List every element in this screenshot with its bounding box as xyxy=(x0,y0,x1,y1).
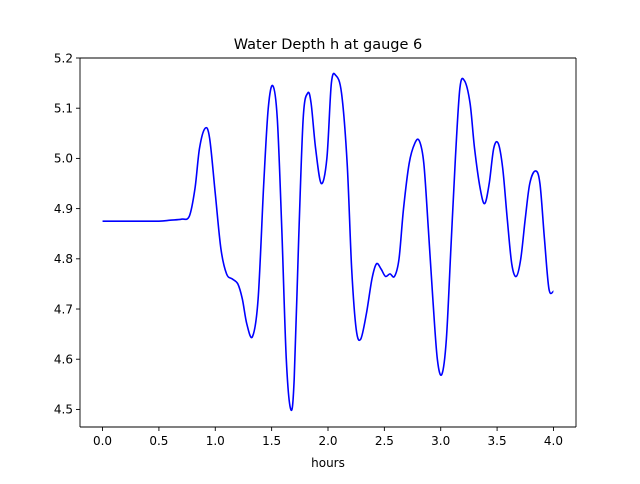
y-tick-label: 4.9 xyxy=(54,202,73,216)
plot-area xyxy=(102,72,555,412)
x-tick-label: 1.0 xyxy=(206,434,225,448)
series-line-0 xyxy=(102,72,555,412)
x-tick-label: 0.5 xyxy=(149,434,168,448)
y-tick-label: 4.5 xyxy=(54,403,73,417)
x-axis-label: hours xyxy=(311,456,345,470)
y-tick-label: 4.6 xyxy=(54,353,73,367)
x-tick-label: 2.0 xyxy=(318,434,337,448)
x-tick-label: 3.5 xyxy=(488,434,507,448)
x-tick-label: 3.0 xyxy=(431,434,450,448)
y-tick-label: 5.0 xyxy=(54,152,73,166)
y-tick-label: 4.8 xyxy=(54,252,73,266)
x-tick-label: 2.5 xyxy=(375,434,394,448)
chart-title: Water Depth h at gauge 6 xyxy=(234,37,422,53)
x-tick-label: 0.0 xyxy=(93,434,112,448)
y-tick-label: 5.2 xyxy=(54,51,73,65)
x-tick-label: 1.5 xyxy=(262,434,281,448)
axes: 0.0 0.5 1.0 1.5 2.0 2.5 3.0 3.5 4.0 4.5 4.6 4.7 4.8 4… xyxy=(54,51,577,448)
x-tick-label: 4.0 xyxy=(544,434,563,448)
y-tick-label: 5.1 xyxy=(54,102,73,116)
y-tick-label: 4.7 xyxy=(54,302,73,316)
